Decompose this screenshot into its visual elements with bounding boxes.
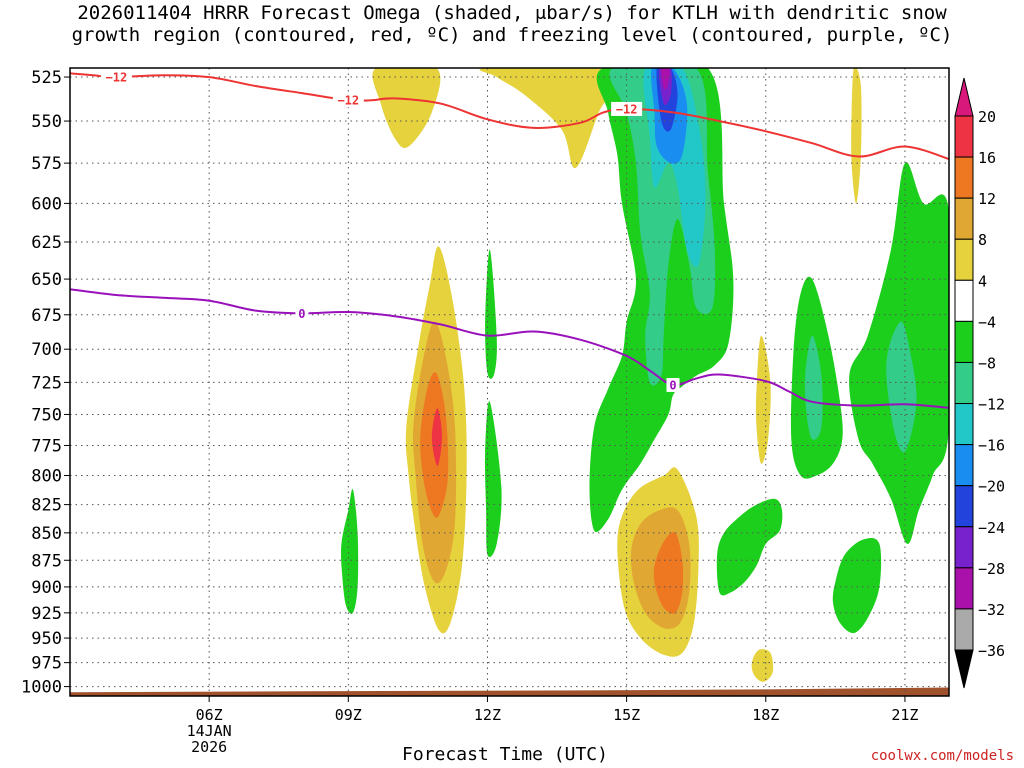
y-tick-label-1000: 1000	[21, 678, 62, 698]
dgz-label-3: −12	[616, 102, 638, 116]
colorbar-label-3: 12	[978, 190, 996, 208]
freezing-label-2-bg	[666, 377, 680, 392]
omega-rise-1750	[755, 335, 771, 464]
x-axis-label: Forecast Time (UTC)	[402, 744, 608, 765]
y-tick-label-850: 850	[31, 524, 62, 544]
colorbar-label-10: −20	[978, 478, 1005, 496]
omega-rise-1030-16	[431, 408, 442, 466]
colorbar-swatch-13	[954, 608, 974, 651]
omega-rise-1800	[751, 649, 774, 682]
x-tick-label-09Z: 09Z	[335, 706, 362, 724]
colorbar-label-8: −12	[978, 396, 1005, 414]
colorbar-swatch-4	[954, 238, 974, 281]
omega-sink-2030	[832, 537, 882, 634]
y-tick-label-975: 975	[31, 654, 62, 674]
colorbar-swatch-1	[954, 115, 974, 158]
chart-title: 2026011404 HRRR Forecast Omega (shaded, …	[0, 2, 1024, 46]
colorbar-swatch-12	[954, 567, 974, 610]
colorbar-swatch-9	[954, 444, 974, 487]
dgz-label-3-bg	[611, 101, 643, 116]
dgz-label-2: −12	[337, 94, 359, 108]
y-tick-label-525: 525	[31, 68, 62, 88]
x-tick-label-18Z: 18Z	[752, 706, 779, 724]
y-tick-label-925: 925	[31, 604, 62, 624]
dgz-minus12-contour	[70, 72, 949, 161]
dgz-label-2-bg	[332, 93, 364, 108]
x-tick-label-15Z: 15Z	[613, 706, 640, 724]
freezing-label-1: 0	[298, 307, 305, 321]
colorbar-swatch-6	[954, 320, 974, 363]
title-line-2: growth region (contoured, red, ºC) and f…	[71, 24, 953, 46]
colorbar-label-6: −4	[978, 313, 996, 331]
colorbar-label-7: −8	[978, 354, 996, 372]
omega-sink-1730	[716, 498, 783, 596]
omega-rise-0945	[372, 68, 441, 148]
colorbar-label-4: 8	[978, 231, 987, 249]
y-tick-label-775: 775	[31, 436, 62, 456]
dgz-label-1: −12	[106, 71, 128, 85]
colorbar-label-11: −24	[978, 519, 1005, 537]
terrain-strip	[70, 687, 949, 696]
x-tick-sub-year: 2026	[191, 738, 227, 756]
colorbar-label-13: −32	[978, 601, 1005, 619]
y-tick-label-625: 625	[31, 233, 62, 253]
grid-layer	[70, 68, 949, 696]
omega-sink-0845	[340, 489, 359, 614]
y-tick-label-650: 650	[31, 270, 62, 290]
colorbar-label-12: −28	[978, 560, 1005, 578]
colorbar-label-5: 4	[978, 272, 987, 290]
colorbar-swatch-3	[954, 197, 974, 240]
colorbar-swatch-10	[954, 485, 974, 528]
x-tick-sub-date: 14JAN	[187, 722, 232, 740]
freezing-label-1-bg	[295, 306, 309, 321]
omega-sink-1200b	[484, 401, 502, 558]
colorbar-swatch-7	[954, 361, 974, 405]
omega-sink-2100-8	[886, 321, 917, 453]
y-tick-label-700: 700	[31, 340, 62, 360]
title-line-1: 2026011404 HRRR Forecast Omega (shaded, …	[77, 2, 947, 24]
y-axis: 525 550 575 600 625 650 675 700 725 750 775 800 825 8…	[21, 68, 70, 698]
omega-rise-1545-12	[653, 532, 684, 614]
colorbar: 20 16 12 8 4 −4 −8 −12 −16 −20 −24 −28 −32 −36	[954, 77, 1005, 689]
y-tick-label-825: 825	[31, 496, 62, 516]
y-tick-label-900: 900	[31, 578, 62, 598]
y-tick-label-575: 575	[31, 154, 62, 174]
colorbar-label-9: −16	[978, 437, 1005, 455]
omega-sink-main-32	[661, 68, 670, 90]
colorbar-swatch-5	[954, 279, 974, 322]
y-tick-label-800: 800	[31, 467, 62, 487]
colorbar-bottom-arrow	[954, 649, 974, 689]
dgz-label-1-bg	[100, 70, 132, 85]
y-tick-label-875: 875	[31, 551, 62, 571]
y-tick-label-725: 725	[31, 373, 62, 393]
colorbar-label-2: 16	[978, 149, 996, 167]
freezing-label-2: 0	[669, 378, 676, 392]
omega-sink-1200a	[485, 249, 497, 379]
x-tick-label-06Z: 06Z	[196, 706, 223, 724]
x-tick-label-21Z: 21Z	[891, 706, 918, 724]
y-tick-label-950: 950	[31, 629, 62, 649]
x-tick-label-12Z: 12Z	[474, 706, 501, 724]
contour-layer: −12 −12 −12 0 0	[70, 70, 949, 409]
y-tick-label-550: 550	[31, 112, 62, 132]
y-tick-label-675: 675	[31, 306, 62, 326]
omega-rise-2000	[851, 68, 862, 204]
omega-rise-1300	[479, 68, 624, 169]
omega-sink-1900-8	[804, 335, 823, 440]
y-tick-label-600: 600	[31, 194, 62, 214]
colorbar-label-1: 20	[978, 108, 996, 126]
colorbar-swatch-11	[954, 526, 974, 569]
colorbar-swatch-2	[954, 156, 974, 199]
y-tick-label-750: 750	[31, 405, 62, 425]
colorbar-swatch-8	[954, 403, 974, 446]
freezing-level-contour	[70, 288, 949, 409]
omega-shading-layer	[70, 68, 949, 696]
colorbar-top-arrow	[954, 77, 974, 117]
colorbar-label-14: −36	[978, 642, 1005, 660]
credit-link[interactable]: coolwx.com/models	[870, 748, 1014, 764]
